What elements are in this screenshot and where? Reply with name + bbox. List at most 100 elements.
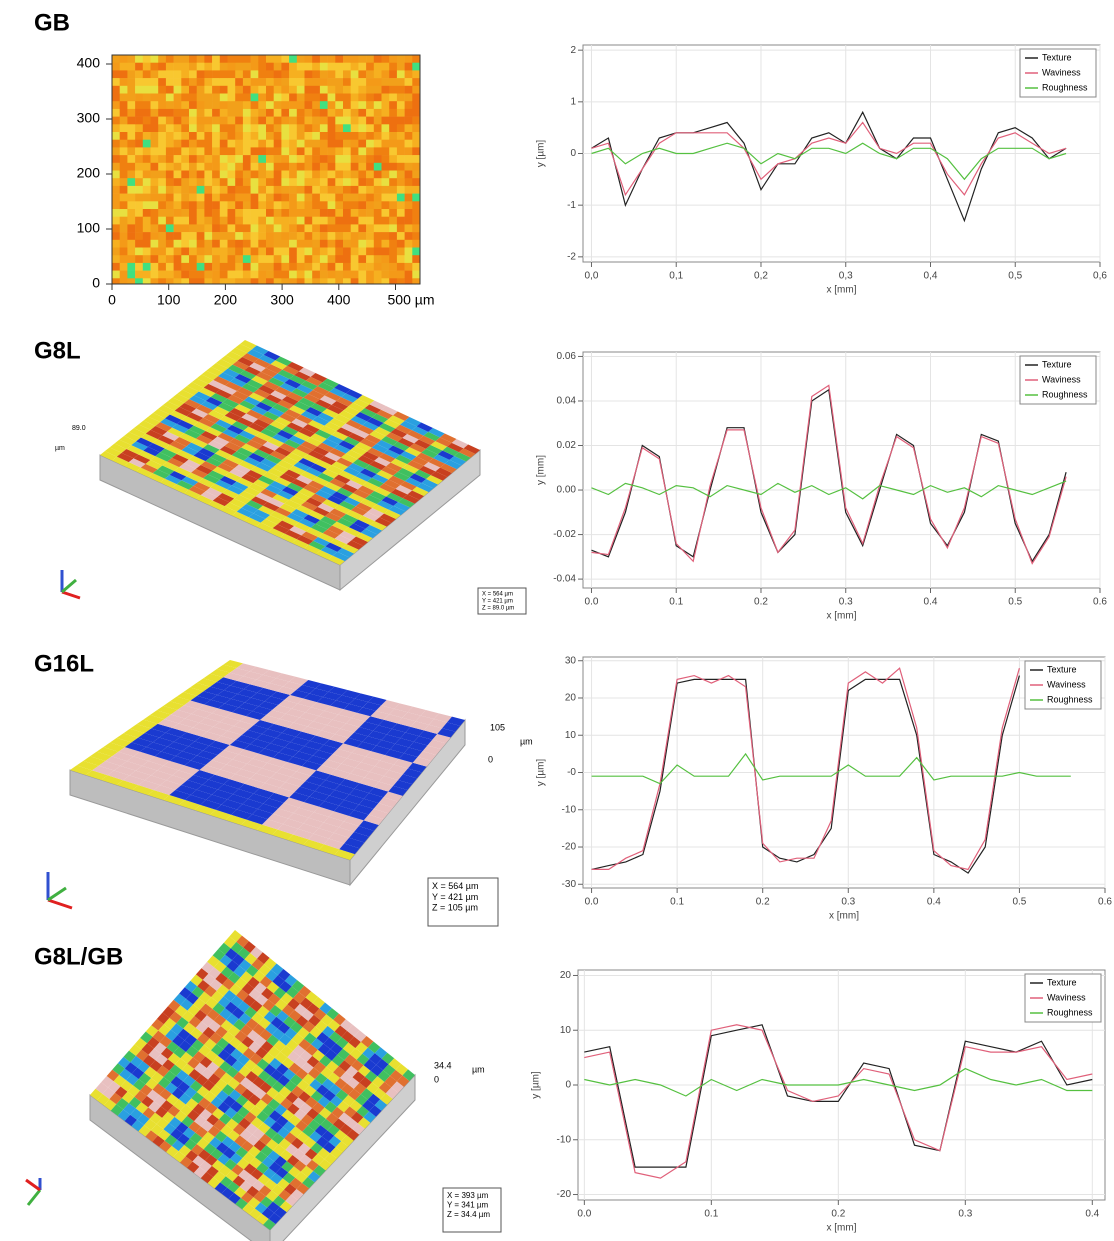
map-cell [143, 217, 151, 225]
map-cell [397, 240, 405, 248]
map-cell [212, 263, 220, 271]
map-cell [351, 209, 359, 217]
map-cell [389, 109, 397, 117]
map-cell [397, 171, 405, 179]
map-cell [197, 232, 205, 240]
scale-label: 89.0 [72, 425, 86, 432]
map-cell [166, 147, 174, 155]
map-cell [258, 132, 266, 140]
map-cell [197, 209, 205, 217]
map-cell [289, 178, 297, 186]
map-cell [197, 155, 205, 163]
map-cell [289, 186, 297, 194]
map-cell [120, 186, 128, 194]
map-cell [204, 155, 212, 163]
map-cell [235, 94, 243, 102]
map-cell [212, 86, 220, 94]
x-tick-label: 0,5 [1008, 271, 1022, 282]
map-cell [220, 101, 228, 109]
y-tick-label: 0.00 [557, 485, 577, 496]
map-cell [328, 209, 336, 217]
map-cell [374, 163, 382, 171]
map-cell [374, 86, 382, 94]
map-cell [358, 271, 366, 279]
map-cell [389, 163, 397, 171]
map-cell [228, 171, 236, 179]
map-cell [297, 163, 305, 171]
map-cell [358, 217, 366, 225]
map-cell [312, 186, 320, 194]
map-cell [243, 94, 251, 102]
map-cell [197, 271, 205, 279]
map-cell [127, 194, 135, 202]
map-cell [197, 217, 205, 225]
map-cell [266, 86, 274, 94]
map-cell [289, 194, 297, 202]
map-cell [166, 263, 174, 271]
map-cell [243, 278, 251, 286]
map-cell [335, 70, 343, 78]
map-cell [320, 278, 328, 286]
map-cell [174, 63, 182, 71]
x-tick-label: 400 [327, 292, 351, 308]
map-cell [158, 163, 166, 171]
map-cell [143, 171, 151, 179]
map-cell [181, 217, 189, 225]
map-cell [281, 140, 289, 148]
map-cell [358, 263, 366, 271]
map-cell [328, 63, 336, 71]
map-cell [204, 63, 212, 71]
map-cell [328, 147, 336, 155]
map-cell [204, 224, 212, 232]
map-cell [412, 78, 420, 86]
map-cell [389, 155, 397, 163]
map-cell [212, 224, 220, 232]
map-cell [289, 201, 297, 209]
map-cell [127, 232, 135, 240]
map-cell [243, 255, 251, 263]
map-cell [158, 147, 166, 155]
map-cell [112, 194, 120, 202]
map-cell [181, 271, 189, 279]
map-cell [174, 147, 182, 155]
map-cell [351, 240, 359, 248]
map-cell [366, 117, 374, 125]
map-cell [151, 255, 159, 263]
map-cell [389, 140, 397, 148]
map-cell [212, 194, 220, 202]
map-cell [143, 78, 151, 86]
map-cell [335, 232, 343, 240]
map-cell [120, 248, 128, 256]
map-cell [351, 78, 359, 86]
map-cell [366, 217, 374, 225]
map-cell [335, 147, 343, 155]
map-cell [297, 186, 305, 194]
map-cell [274, 224, 282, 232]
map-cell [343, 248, 351, 256]
map-cell [312, 255, 320, 263]
map-cell [120, 70, 128, 78]
map-cell [228, 163, 236, 171]
x-tick-label: 0.3 [958, 1209, 972, 1220]
map-cell [197, 101, 205, 109]
map-cell [243, 109, 251, 117]
map-cell [289, 124, 297, 132]
map-cell [220, 194, 228, 202]
map-cell [197, 55, 205, 63]
map-cell [112, 201, 120, 209]
map-cell [397, 109, 405, 117]
map-cell [335, 255, 343, 263]
legend-label: Texture [1047, 977, 1077, 987]
map-cell [235, 78, 243, 86]
map-cell [251, 155, 259, 163]
map-cell [112, 178, 120, 186]
info-text: Y = 421 µm [482, 599, 513, 605]
map-cell [197, 278, 205, 286]
map-cell [158, 55, 166, 63]
y-tick-label: 0 [565, 1080, 571, 1091]
map-cell [351, 147, 359, 155]
map-cell [374, 217, 382, 225]
map-cell [397, 178, 405, 186]
scale-label: 34.4 [434, 1060, 452, 1070]
map-cell [243, 186, 251, 194]
